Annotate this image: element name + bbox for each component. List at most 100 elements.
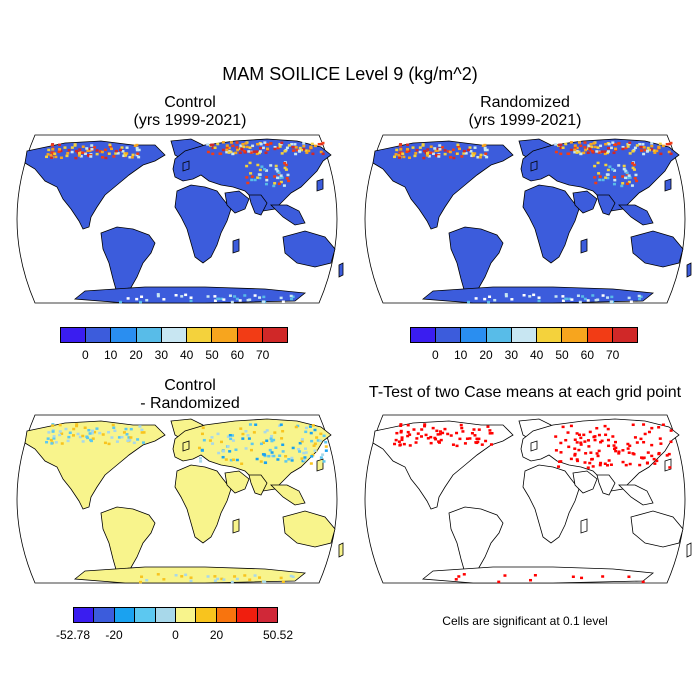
soil-ice-cell xyxy=(252,150,256,153)
soil-ice-cell xyxy=(78,148,82,151)
uk-landmass xyxy=(530,160,538,172)
soil-ice-cell xyxy=(145,298,149,302)
significant-cell xyxy=(576,459,580,463)
difference-cell xyxy=(174,573,178,577)
soil-ice-cell xyxy=(131,153,135,157)
difference-cell xyxy=(241,437,245,440)
difference-cell xyxy=(259,460,263,463)
soil-ice-cell xyxy=(493,298,497,302)
colorbar-tick-label: 30 xyxy=(154,348,169,362)
africa-landmass xyxy=(174,184,232,264)
soil-ice-cell xyxy=(464,152,468,155)
soil-ice-cell xyxy=(578,300,582,304)
significant-cell xyxy=(667,452,671,456)
colorbar-tick-label: 20 xyxy=(479,348,493,362)
difference-cell xyxy=(91,437,95,440)
difference-cell xyxy=(265,439,269,443)
soil-ice-cell xyxy=(665,142,669,146)
difference-cell xyxy=(229,458,233,462)
significant-cell xyxy=(617,450,621,453)
soil-ice-cell xyxy=(613,178,617,182)
significant-cell xyxy=(632,452,636,456)
soil-ice-cell xyxy=(631,162,635,165)
colorbar-swatch xyxy=(94,608,115,622)
difference-cell xyxy=(140,431,144,434)
difference-cell xyxy=(303,447,307,450)
difference-cell xyxy=(67,435,71,439)
difference-cell xyxy=(50,442,54,445)
soil-ice-cell xyxy=(189,296,193,299)
difference-cell xyxy=(316,439,320,442)
soil-ice-cell xyxy=(256,163,260,167)
soil-ice-cell xyxy=(321,152,325,156)
significant-cell xyxy=(477,428,481,431)
soil-ice-cell xyxy=(302,144,306,148)
difference-cell xyxy=(276,458,280,461)
difference-cell xyxy=(75,423,79,426)
significant-cell xyxy=(628,462,632,466)
soil-ice-cell xyxy=(77,154,81,157)
soil-ice-cell xyxy=(451,148,455,152)
difference-cell xyxy=(75,424,79,428)
soil-ice-cell xyxy=(311,152,315,156)
soil-ice-cell xyxy=(264,182,268,186)
colorbar-swatch xyxy=(411,328,437,342)
soil-ice-cell xyxy=(211,152,215,156)
soil-ice-cell xyxy=(265,169,269,172)
japan-landmass xyxy=(664,178,672,192)
soil-ice-cell xyxy=(653,151,657,154)
colorbar-swatch xyxy=(196,608,217,622)
significant-cell xyxy=(406,423,410,427)
soil-ice-cell xyxy=(66,152,70,155)
significant-cell xyxy=(476,440,480,444)
significant-cell xyxy=(599,440,603,444)
significant-cell xyxy=(669,429,673,432)
soil-ice-cell xyxy=(418,146,422,149)
soil-ice-cell xyxy=(100,156,104,159)
significant-cell xyxy=(412,428,416,431)
significant-cell xyxy=(587,445,591,448)
india-landmass xyxy=(248,474,268,496)
soil-ice-cell xyxy=(294,152,298,156)
significant-cell xyxy=(606,438,610,442)
soil-ice-cell xyxy=(262,295,266,299)
difference-cell xyxy=(315,436,319,439)
soil-ice-cell xyxy=(438,148,442,151)
significant-cell xyxy=(643,432,647,436)
difference-cell xyxy=(51,424,55,427)
soil-ice-cell xyxy=(67,148,71,152)
colorbar-tick-label: 60 xyxy=(230,348,245,362)
significant-cell xyxy=(497,580,501,584)
difference-cell xyxy=(250,442,254,446)
soil-ice-cell xyxy=(473,146,477,149)
soil-ice-cell xyxy=(596,161,600,165)
soil-ice-cell xyxy=(561,299,565,302)
soil-ice-cell xyxy=(235,146,239,149)
significant-cell xyxy=(454,578,458,581)
difference-cell xyxy=(310,455,314,458)
difference-cell xyxy=(281,429,285,433)
difference-cell xyxy=(233,575,237,578)
significant-cell xyxy=(475,437,479,441)
soil-ice-cell xyxy=(627,180,631,184)
soil-ice-cell xyxy=(291,295,295,299)
significant-cell xyxy=(579,436,583,440)
soil-ice-cell xyxy=(294,146,298,149)
difference-cell xyxy=(308,425,312,428)
soil-ice-cell xyxy=(414,152,418,155)
soil-ice-cell xyxy=(478,156,482,159)
soil-ice-cell xyxy=(440,146,444,149)
soil-ice-cell xyxy=(245,164,249,168)
soil-ice-cell xyxy=(596,298,600,301)
soil-ice-cell xyxy=(242,149,246,153)
difference-cell xyxy=(290,456,294,460)
difference-cell xyxy=(189,579,193,583)
ttest-map xyxy=(364,414,692,584)
control-subtitle: (yrs 1999-2021) xyxy=(133,112,247,129)
soil-ice-cell xyxy=(625,182,629,186)
soil-ice-cell xyxy=(631,149,635,153)
soil-ice-cell xyxy=(276,146,280,150)
soil-ice-cell xyxy=(566,152,570,155)
significant-cell xyxy=(595,426,599,430)
soil-ice-cell xyxy=(436,147,440,151)
